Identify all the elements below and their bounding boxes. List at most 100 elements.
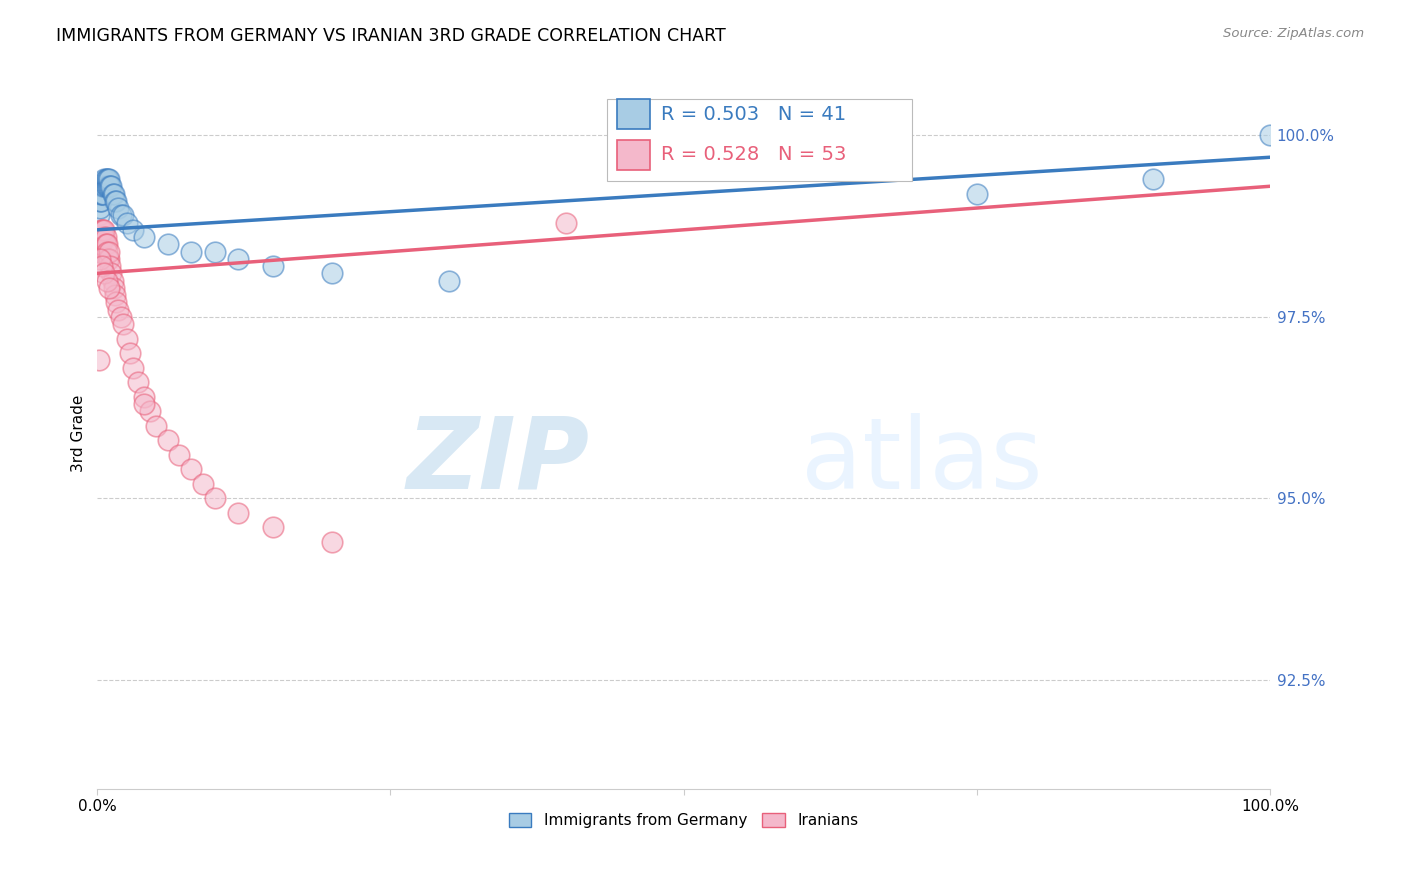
Point <box>104 288 127 302</box>
Point <box>97 172 120 186</box>
Point <box>110 208 132 222</box>
Point <box>226 252 249 266</box>
Point <box>98 244 121 259</box>
Point <box>555 216 578 230</box>
Point <box>180 244 202 259</box>
Point <box>93 223 115 237</box>
Point <box>139 404 162 418</box>
Point <box>169 448 191 462</box>
Point <box>121 223 143 237</box>
Point <box>89 230 111 244</box>
Point <box>89 194 111 208</box>
Legend: Immigrants from Germany, Iranians: Immigrants from Germany, Iranians <box>502 807 865 834</box>
Point <box>91 223 114 237</box>
Point <box>321 266 343 280</box>
Point <box>87 353 110 368</box>
Point <box>89 237 111 252</box>
Point <box>134 230 156 244</box>
Point <box>89 201 111 215</box>
Point <box>90 186 112 201</box>
Point <box>94 179 117 194</box>
Point <box>115 332 138 346</box>
Point <box>91 223 114 237</box>
Point <box>156 434 179 448</box>
Point <box>93 172 115 186</box>
Point <box>191 476 214 491</box>
Point <box>90 230 112 244</box>
Point <box>134 390 156 404</box>
Point <box>90 237 112 252</box>
Point <box>94 237 117 252</box>
Point <box>91 230 114 244</box>
Point <box>120 346 142 360</box>
Point <box>94 172 117 186</box>
Point <box>91 186 114 201</box>
Point <box>107 302 129 317</box>
Point <box>97 252 120 266</box>
Text: IMMIGRANTS FROM GERMANY VS IRANIAN 3RD GRADE CORRELATION CHART: IMMIGRANTS FROM GERMANY VS IRANIAN 3RD G… <box>56 27 725 45</box>
Point <box>262 520 284 534</box>
Point <box>93 266 115 280</box>
Point <box>204 244 226 259</box>
Text: ZIP: ZIP <box>406 413 589 510</box>
Point <box>98 281 121 295</box>
Point <box>112 317 135 331</box>
Point <box>204 491 226 506</box>
Point <box>103 186 125 201</box>
Point <box>98 179 121 194</box>
Point <box>1142 172 1164 186</box>
Point <box>98 179 121 194</box>
Point <box>262 259 284 273</box>
Point <box>97 179 120 194</box>
Point <box>96 179 118 194</box>
Point <box>105 194 128 208</box>
Point <box>127 375 149 389</box>
Point <box>87 208 110 222</box>
Point <box>966 186 988 201</box>
Point <box>90 194 112 208</box>
Point <box>107 201 129 215</box>
Point <box>87 244 110 259</box>
Point <box>180 462 202 476</box>
Point <box>96 244 118 259</box>
Point <box>145 418 167 433</box>
Text: atlas: atlas <box>801 413 1042 510</box>
Point <box>87 237 110 252</box>
Point <box>90 223 112 237</box>
Point <box>226 506 249 520</box>
Text: R = 0.528   N = 53: R = 0.528 N = 53 <box>661 145 846 164</box>
Point <box>89 244 111 259</box>
Point <box>98 252 121 266</box>
Point <box>134 397 156 411</box>
Text: Source: ZipAtlas.com: Source: ZipAtlas.com <box>1223 27 1364 40</box>
Point <box>91 179 114 194</box>
Point <box>91 179 114 194</box>
Point <box>91 186 114 201</box>
Bar <box>617 99 650 129</box>
Bar <box>617 140 650 169</box>
Point <box>96 237 118 252</box>
Point <box>98 172 121 186</box>
Point <box>115 216 138 230</box>
Point <box>112 208 135 222</box>
Point <box>94 230 117 244</box>
Point <box>96 274 118 288</box>
Point <box>91 230 114 244</box>
Point <box>98 259 121 273</box>
Point <box>105 295 128 310</box>
Point <box>103 281 125 295</box>
Point <box>437 274 460 288</box>
Point <box>101 186 124 201</box>
Point <box>321 534 343 549</box>
Point <box>101 274 124 288</box>
Point <box>110 310 132 324</box>
Point <box>89 252 111 266</box>
Point <box>100 266 122 280</box>
Text: R = 0.503   N = 41: R = 0.503 N = 41 <box>661 104 846 124</box>
Point <box>93 179 115 194</box>
Point <box>156 237 179 252</box>
Point <box>121 360 143 375</box>
Point <box>100 179 122 194</box>
FancyBboxPatch shape <box>607 99 912 180</box>
Point <box>96 172 118 186</box>
